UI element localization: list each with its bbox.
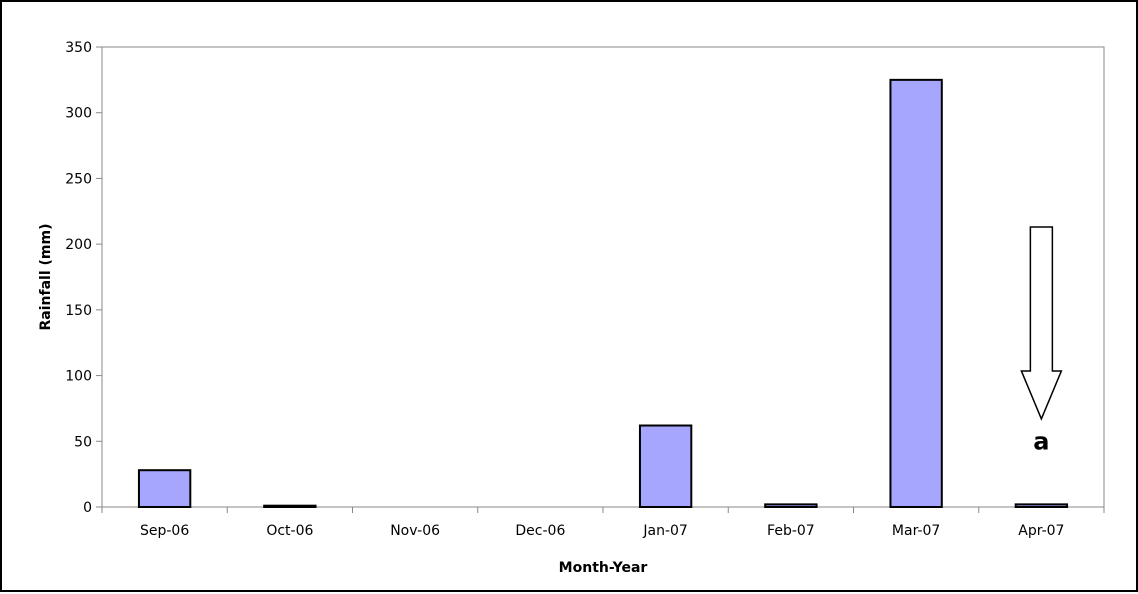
y-tick-label: 350	[65, 40, 92, 56]
y-tick-label: 0	[83, 500, 92, 516]
y-tick-label: 150	[65, 303, 92, 319]
x-tick-label: Oct-06	[266, 523, 313, 539]
y-tick-label: 250	[65, 171, 92, 187]
bar-feb-07	[764, 503, 818, 509]
bars	[137, 78, 1069, 509]
x-tick-label: Mar-07	[892, 523, 940, 539]
bar-jan-07	[638, 424, 693, 508]
y-tick-label: 300	[65, 106, 92, 122]
y-axis: 0 50 100 150 200 250 300 350	[65, 40, 102, 516]
x-tick-label: Apr-07	[1018, 523, 1064, 539]
x-axis: Sep-06 Oct-06 Nov-06 Dec-06 Jan-07 Feb-07 Mar-…	[101, 507, 1105, 539]
y-tick-label: 50	[74, 434, 92, 450]
bar-sep-06	[137, 469, 192, 509]
x-tick-label: Jan-07	[642, 523, 687, 539]
down-arrow-icon	[1020, 226, 1063, 421]
plot-area	[101, 46, 1105, 508]
x-axis-title: Month-Year	[559, 560, 648, 576]
x-tick-label: Nov-06	[390, 523, 440, 539]
annotation-label: a	[1033, 427, 1049, 455]
x-tick-label: Dec-06	[515, 523, 565, 539]
bar-apr-07	[1014, 503, 1069, 509]
annotations: a	[1020, 226, 1063, 455]
bar-oct-06	[263, 504, 317, 508]
x-tick-label: Sep-06	[140, 523, 189, 539]
bar-mar-07	[889, 78, 943, 508]
y-axis-title: Rainfall (mm)	[38, 224, 54, 331]
y-tick-label: 200	[65, 237, 92, 253]
y-tick-label: 100	[65, 369, 92, 385]
x-tick-label: Feb-07	[767, 523, 815, 539]
